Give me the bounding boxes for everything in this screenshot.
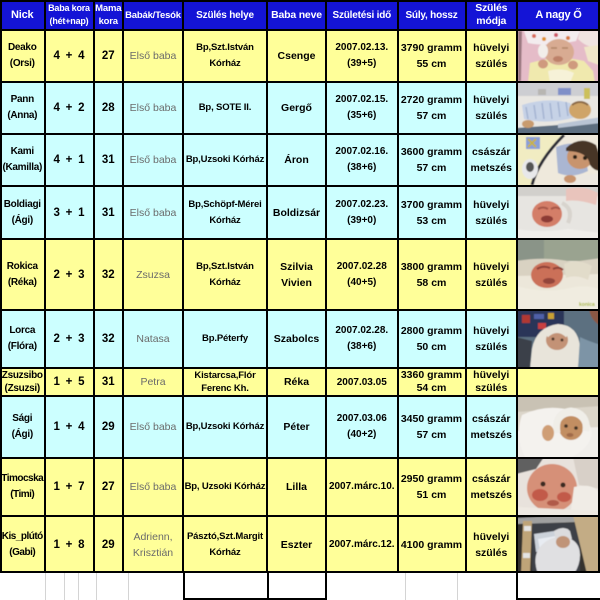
- svg-text:konica: konica: [579, 302, 595, 308]
